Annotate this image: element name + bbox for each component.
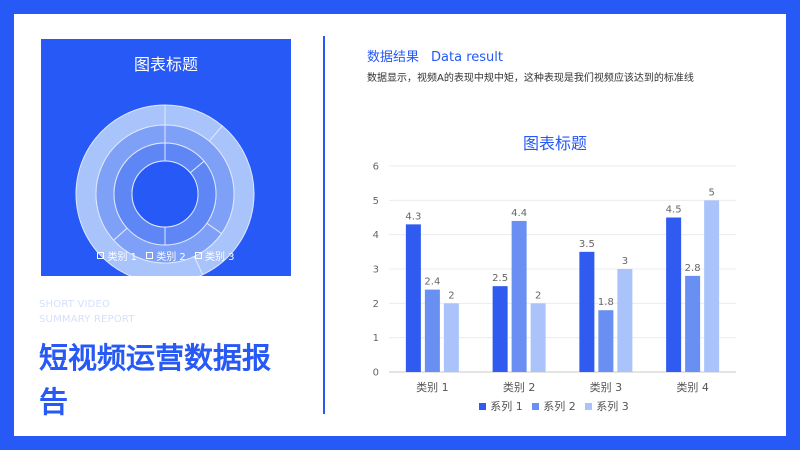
bar-data-label: 5 [708,187,714,198]
donut-hole [131,160,199,228]
donut-legend-label: 类别 2 [156,252,186,263]
legend-square-icon [97,252,105,259]
bar-series-3 [704,200,720,372]
y-tick-label: 2 [373,299,379,310]
bar-series-2 [511,220,527,372]
bar-legend-label: 系列 2 [543,400,576,413]
donut-legend-item: 类别 3 [194,248,235,263]
bar-legend-label: 系列 1 [490,400,523,413]
donut-chart-title: 图表标题 [133,55,198,74]
x-tick-label: 类别 3 [590,380,623,394]
bar-series-1 [666,217,682,372]
bar-data-label: 2.8 [685,263,701,274]
donut-legend-item: 类别 2 [146,248,186,263]
legend-square-icon [194,252,202,259]
donut-legend-label: 类别 3 [204,252,235,263]
donut-chart-panel: 图表标题 类别 1 类别 2 类别 3 [41,39,291,276]
y-tick-label: 3 [373,265,379,276]
legend-square-icon [146,252,154,259]
legend-swatch-icon [532,403,540,410]
bar-series-2 [424,289,440,372]
bar-legend-item: 系列 3 [585,398,629,414]
bar-legend-item: 系列 1 [479,398,523,414]
y-tick-label: 0 [373,368,379,379]
vertical-divider [323,36,325,414]
bar-data-label: 1.8 [598,297,614,308]
bar-data-label: 4.5 [666,205,682,216]
bar-data-label: 3 [622,256,628,267]
x-tick-label: 类别 2 [503,380,536,394]
bar-chart-title: 图表标题 [523,134,587,153]
bar-series-1 [405,224,421,372]
x-tick-label: 类别 4 [676,380,709,394]
y-tick-label: 4 [373,230,379,241]
content-area: 图表标题 类别 1 类别 2 类别 3 SHORT VIDEO SUMMARY … [14,14,786,436]
english-subtitle-line: SUMMARY REPORT [39,314,135,325]
bar-data-label: 2.5 [492,273,508,284]
report-title: 短视频运营数据报告 [39,341,272,419]
bar-series-2 [598,310,614,372]
bar-legend-item: 系列 2 [532,398,576,414]
bar-series-3 [443,303,459,372]
donut-legend: 类别 1 类别 2 类别 3 [41,248,291,263]
bar-series-3 [617,269,633,372]
x-tick-label: 类别 1 [416,380,449,394]
legend-swatch-icon [479,403,487,410]
section-heading: 数据结果 Data result [367,46,515,65]
bar-chart-legend: 系列 1 系列 2 系列 3 [454,398,654,414]
bar-chart: 图表标题 0 1 2 3 4 5 6 4.3 2.4 2 类别 1 2.5 4.4 2 类别 2 3.5 1.8 3… [373,134,736,394]
section-description: 数据显示，视频A的表现中规中矩，这种表现是我们视频应该达到的标准线 [367,73,694,84]
bar-legend-label: 系列 3 [596,400,629,413]
bar-data-label: 2.4 [424,277,440,288]
section-heading-en: Data result [431,50,503,65]
bar-data-label: 3.5 [579,239,595,250]
bar-series-1 [492,286,508,372]
bar-data-label: 2 [535,290,541,301]
y-tick-label: 6 [373,162,379,173]
bar-series-1 [579,251,595,372]
donut-chart [75,104,255,276]
bar-data-label: 2 [448,290,454,301]
section-heading-cn: 数据结果 [367,50,420,65]
legend-swatch-icon [585,403,593,410]
bar-data-label: 4.4 [511,208,527,219]
y-tick-label: 5 [373,196,379,207]
bar-series-3 [530,303,546,372]
donut-legend-item: 类别 1 [97,248,137,263]
bar-data-label: 4.3 [405,211,421,222]
english-subtitle-line: SHORT VIDEO [39,299,111,310]
english-subtitle: SHORT VIDEO SUMMARY REPORT [39,297,135,327]
y-tick-label: 1 [373,333,379,344]
donut-legend-label: 类别 1 [107,252,138,263]
bar-series-2 [685,275,701,372]
